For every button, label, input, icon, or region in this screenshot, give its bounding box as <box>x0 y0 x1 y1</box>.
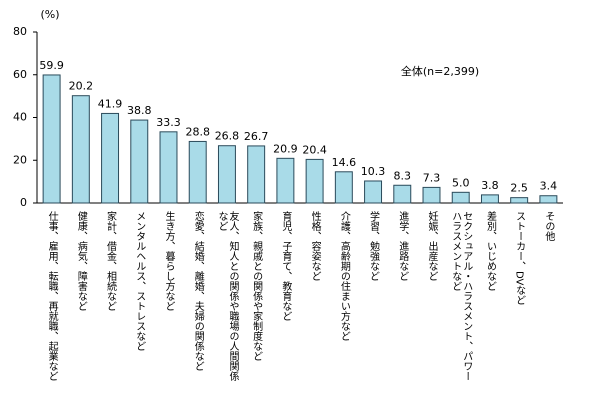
bar <box>480 194 499 204</box>
bar <box>71 95 90 204</box>
x-tick-label: その他 <box>542 211 554 241</box>
value-label: 33.3 <box>156 116 181 129</box>
value-label: 10.3 <box>361 165 386 178</box>
bar <box>130 119 149 204</box>
value-label: 3.4 <box>540 180 558 193</box>
bar <box>364 180 383 204</box>
bar <box>276 157 295 204</box>
x-tick-label: ストーカー、DVなど <box>513 211 525 306</box>
x-tick-label: 学習、勉強など <box>367 211 379 281</box>
x-tick-label: メンタルヘルス、ストレスなど <box>133 211 145 351</box>
value-label: 59.9 <box>39 59 64 72</box>
x-tick-label: 介護、高齢期の住まい方など <box>338 211 350 341</box>
value-label: 7.3 <box>423 171 441 184</box>
bar <box>334 171 353 204</box>
bar <box>539 195 558 204</box>
value-label: 8.3 <box>394 169 412 182</box>
x-tick-label: 家計、借金、相続など <box>104 211 116 311</box>
x-tick-label: 性格、容姿など <box>309 211 321 281</box>
bar <box>422 186 441 204</box>
bar <box>188 140 207 204</box>
value-label: 28.8 <box>185 125 210 138</box>
x-tick-label: 仕事、雇用、転職、再就職、起業など <box>46 211 58 381</box>
y-tick-label: 40 <box>13 111 27 124</box>
bar <box>510 197 529 204</box>
x-tick-label: 育児、子育て、教育など <box>279 211 291 321</box>
unit-label: (%) <box>40 8 59 21</box>
bar <box>393 184 412 204</box>
value-label: 38.8 <box>127 104 152 117</box>
y-tick-label: 80 <box>13 25 27 38</box>
value-label: 20.2 <box>69 80 94 93</box>
y-tick-label: 20 <box>13 153 27 166</box>
x-tick-label: 進学、進路など <box>396 211 408 281</box>
x-tick-label: 家族、親戚との関係や家制度など <box>250 211 262 361</box>
value-label: 20.4 <box>302 143 327 156</box>
bar <box>217 145 236 204</box>
x-tick-label: 友人、知人との関係や職場の人間関係など <box>215 211 238 381</box>
value-label: 3.8 <box>481 179 499 192</box>
bar <box>101 112 120 204</box>
bar <box>247 145 266 204</box>
annotation: 全体(n=2,399) <box>401 64 479 78</box>
value-label: 5.0 <box>452 176 470 189</box>
value-label: 26.7 <box>244 130 269 143</box>
y-tick-label: 0 <box>20 196 27 209</box>
bar <box>451 191 470 204</box>
value-label: 2.5 <box>510 182 528 195</box>
x-tick-label: 恋愛、結婚、離婚、夫婦の関係など <box>192 211 204 371</box>
bar <box>159 131 178 204</box>
bar <box>42 74 61 204</box>
x-tick-label: 妊娠、出産など <box>426 211 437 281</box>
y-tick-label: 60 <box>13 68 27 81</box>
value-label: 20.9 <box>273 142 298 155</box>
x-tick-label: 差別、いじめなど <box>484 211 496 291</box>
x-tick-label: セクシュアル・ハラスメント、パワーハラスメントなど <box>449 211 472 381</box>
value-label: 14.6 <box>332 156 357 169</box>
bar <box>305 158 324 204</box>
x-tick-label: 生き方、暮らし方など <box>163 211 174 311</box>
value-label: 26.8 <box>215 130 240 143</box>
value-label: 41.9 <box>98 97 123 110</box>
x-tick-label: 健康、病気、障害など <box>75 211 87 311</box>
